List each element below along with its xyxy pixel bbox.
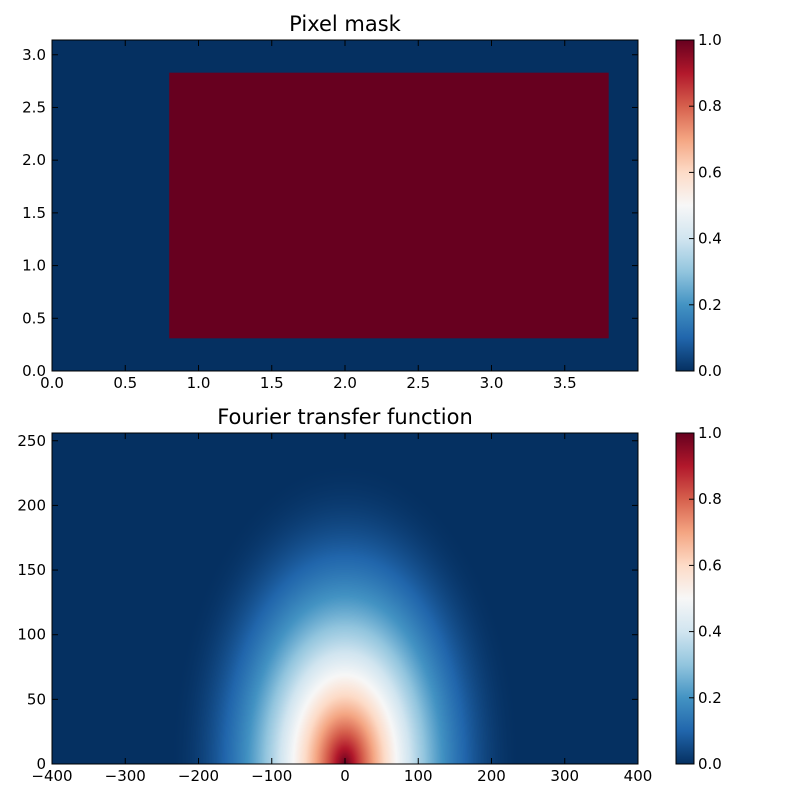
colorbar-gradient — [675, 39, 695, 372]
colorbar-tick-label: 0.0 — [698, 755, 722, 773]
y-tick-label: 50 — [27, 690, 46, 708]
x-tick-label: −300 — [105, 767, 146, 785]
y-tick-label: 2.5 — [22, 98, 46, 116]
y-tick-label: 0.5 — [22, 309, 46, 327]
fourier-transfer-panel: Fourier transfer function −400 −300 −200 −1… — [17, 405, 722, 785]
y-tick-label: 2.0 — [22, 151, 46, 169]
x-tick-label: 3.0 — [480, 374, 504, 392]
pixel-mask-colorbar: 0.0 0.2 0.4 0.6 0.8 1.0 — [675, 31, 722, 380]
colorbar-tick-label: 0.4 — [698, 623, 722, 641]
x-tick-label: 0 — [340, 767, 350, 785]
y-tick-label: 250 — [17, 432, 46, 450]
y-tick-label: 200 — [17, 496, 46, 514]
colorbar-tick-label: 0.2 — [698, 689, 722, 707]
x-tick-label: 100 — [404, 767, 433, 785]
y-tick-label: 150 — [17, 561, 46, 579]
colorbar-tick-label: 0.2 — [698, 296, 722, 314]
colorbar-gradient — [675, 432, 695, 765]
colorbar-tick-label: 0.0 — [698, 362, 722, 380]
x-tick-label: 300 — [550, 767, 579, 785]
x-tick-label: 1.5 — [260, 374, 284, 392]
colorbar-tick-label: 1.0 — [698, 424, 722, 442]
colorbar-tick-label: 0.4 — [698, 230, 722, 248]
x-tick-label: −200 — [178, 767, 219, 785]
x-tick-label: 0.0 — [40, 374, 64, 392]
x-tick-label: 400 — [624, 767, 653, 785]
x-tick-label: 0.5 — [113, 374, 137, 392]
transfer-function-heatmap — [52, 433, 638, 764]
y-tick-label: 0.0 — [22, 362, 46, 380]
pixel-mask-plot-area: 0.0 0.5 1.0 1.5 2.0 2.5 3.0 3.5 0.0 0.5 1.0 1.5 2.0 2… — [22, 39, 639, 392]
colorbar-tick-label: 0.8 — [698, 97, 722, 115]
x-tick-label: 1.0 — [187, 374, 211, 392]
chart-title: Pixel mask — [289, 12, 402, 36]
chart-title: Fourier transfer function — [217, 405, 473, 429]
mask-region — [169, 72, 609, 339]
x-tick-label: 2.5 — [406, 374, 430, 392]
y-tick-label: 100 — [17, 626, 46, 644]
y-tick-label: 1.5 — [22, 204, 46, 222]
fourier-transfer-plot-area: −400 −300 −200 −100 0 100 200 300 400 0 50 100 150 20… — [17, 432, 652, 785]
x-tick-label: 200 — [477, 767, 506, 785]
y-tick-label: 3.0 — [22, 46, 46, 64]
x-tick-label: −400 — [31, 767, 72, 785]
y-tick-label: 0 — [36, 755, 46, 773]
colorbar-tick-label: 0.6 — [698, 163, 722, 181]
pixel-mask-panel: Pixel mask 0.0 0.5 1.0 1.5 2.0 2.5 3.0 3.50.00.… — [22, 12, 722, 392]
colorbar-tick-label: 0.8 — [698, 490, 722, 508]
y-tick-label: 1.0 — [22, 257, 46, 275]
colorbar-tick-label: 0.6 — [698, 556, 722, 574]
x-tick-label: 2.0 — [333, 374, 357, 392]
fourier-transfer-colorbar: 0.0 0.2 0.4 0.6 0.8 1.0 — [675, 424, 722, 773]
colorbar-tick-label: 1.0 — [698, 31, 722, 49]
x-tick-label: 3.5 — [553, 374, 577, 392]
x-tick-label: −100 — [251, 767, 292, 785]
